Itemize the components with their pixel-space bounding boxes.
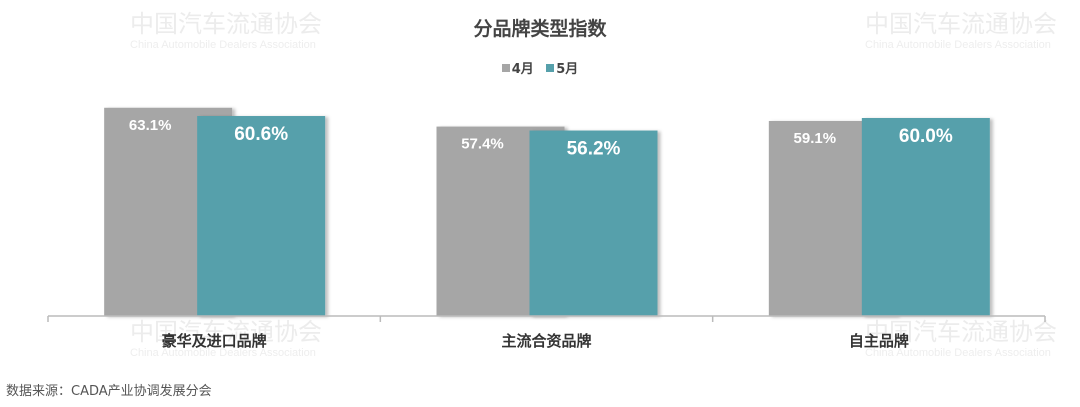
data-label: 63.1% [129, 117, 172, 134]
watermark-cn: 中国汽车流通协会 [865, 10, 1057, 38]
data-label: 60.6% [234, 124, 288, 145]
watermark-en: China Automobile Dealers Association [130, 39, 316, 51]
watermark-cn: 中国汽车流通协会 [130, 10, 322, 38]
legend-label: 4月 [511, 62, 534, 77]
watermark-en: China Automobile Dealers Association [865, 39, 1051, 51]
source-note: 数据来源：CADA产业协调发展分会 [6, 384, 212, 399]
legend-label: 5月 [556, 62, 579, 77]
watermark-en: China Automobile Dealers Association [865, 347, 1051, 359]
category-label: 豪华及进口品牌 [162, 332, 267, 350]
watermark: 中国汽车流通协会 China Automobile Dealers Associa… [865, 4, 1057, 51]
legend-swatch [501, 64, 510, 72]
watermark-cn: 中国汽车流通协会 [130, 318, 322, 346]
bar-may [197, 116, 326, 317]
category-label: 自主品牌 [849, 332, 909, 350]
legend: 4月 5月 [0, 58, 1080, 77]
watermark-cn: 中国汽车流通协会 [865, 318, 1057, 346]
data-label: 57.4% [461, 136, 504, 153]
watermark-en: China Automobile Dealers Association [130, 347, 316, 359]
data-label: 56.2% [567, 139, 621, 160]
legend-item-may: 5月 [546, 62, 578, 77]
bar-may [529, 130, 658, 316]
watermark: 中国汽车流通协会 China Automobile Dealers Associa… [865, 312, 1057, 359]
legend-item-apr: 4月 [501, 62, 534, 77]
bar-may [861, 118, 990, 316]
data-label: 59.1% [794, 130, 837, 147]
chart-title: 分品牌类型指数 [473, 18, 607, 40]
watermark: 中国汽车流通协会 China Automobile Dealers Associa… [130, 4, 322, 51]
category-label: 主流合资品牌 [501, 332, 591, 350]
legend-swatch [546, 64, 555, 72]
data-label: 60.0% [899, 126, 953, 147]
watermark: 中国汽车流通协会 China Automobile Dealers Associa… [130, 312, 322, 359]
